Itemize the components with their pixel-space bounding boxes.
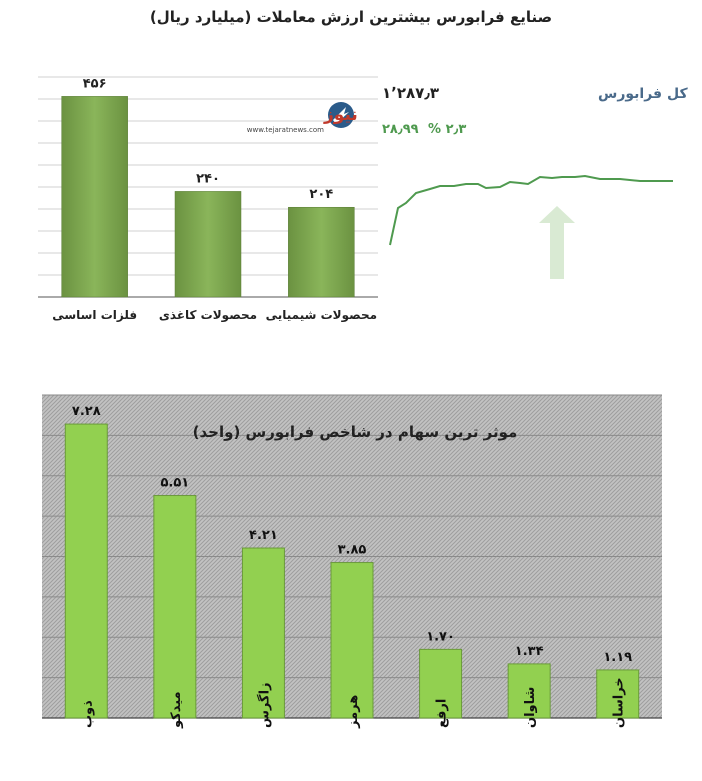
bottom-category-label-3: زاگرس <box>256 682 272 728</box>
bottom-bar-4 <box>330 562 374 719</box>
top-bar-1 <box>61 96 128 298</box>
bottom-value-label-7: ۱.۱۹ <box>603 650 632 665</box>
bottom-bar-3 <box>241 547 285 719</box>
top-category-label-3: محصولات شیمیایی <box>266 308 377 323</box>
bottom-category-label-2: میدکو <box>169 691 184 729</box>
bottom-category-label-5: ارفع <box>435 699 450 728</box>
top-bar-chart: ۴۵۶ فلزات اساسی ۲۴۰ محصولات کاغذی ۲۰۴ محصولات… <box>38 76 378 323</box>
bottom-value-label-2: ۵.۵۱ <box>160 476 189 491</box>
index-percent: ۲٫۳ % <box>428 122 467 137</box>
bottom-category-label-7: خراسان <box>612 677 627 728</box>
top-value-label-3: ۲۰۴ <box>309 187 333 202</box>
index-panel: کل فرابورس ۱٬۲۸۷٫۳ ۲٫۳ % ۲۸٫۹۹ <box>380 60 702 300</box>
top-value-label-2: ۲۴۰ <box>196 171 220 186</box>
bottom-bar-6 <box>507 663 551 719</box>
bottom-value-label-4: ۳.۸۵ <box>338 543 367 558</box>
bottom-bar-1 <box>64 423 108 719</box>
bottom-bar-chart: موثر ترین سهام در شاخص فرابورس (واحد) ۷.… <box>42 394 662 729</box>
index-change: ۲۸٫۹۹ <box>382 122 419 137</box>
bottom-value-label-5: ۱.۷۰ <box>426 629 455 644</box>
bottom-chart-title: موثر ترین سهام در شاخص فرابورس (واحد) <box>193 423 518 441</box>
bottom-value-label-6: ۱.۳۴ <box>515 644 544 659</box>
top-category-label-2: محصولات کاغذی <box>159 308 257 323</box>
top-bar-3 <box>288 206 355 298</box>
logo-url: www.tejaratnews.com <box>247 126 324 134</box>
bottom-category-label-1: ذوب <box>80 700 95 728</box>
index-line <box>389 174 673 246</box>
top-chart-title: صنایع فرابورس بیشترین ارزش معاملات (میلی… <box>149 8 553 26</box>
bottom-bar-2 <box>153 495 197 719</box>
bottom-category-label-6: شاوان <box>523 687 538 728</box>
index-value: ۱٬۲۸۷٫۳ <box>382 84 440 102</box>
bottom-value-label-3: ۴.۲۱ <box>249 528 278 543</box>
logo-name: تجارت نیوز <box>323 105 358 125</box>
top-value-label-1: ۴۵۶ <box>83 76 107 91</box>
index-line-chart <box>389 174 673 279</box>
top-bar-2 <box>174 191 242 298</box>
bottom-bar-5 <box>419 648 463 719</box>
top-category-label-1: فلزات اساسی <box>52 308 137 322</box>
index-name: کل فرابورس <box>598 86 688 102</box>
tejaratnews-logo: تجارت نیوز www.tejaratnews.com <box>228 98 416 136</box>
bottom-bar-7 <box>596 669 640 719</box>
bottom-category-label-4: هرمز <box>346 695 361 729</box>
up-arrow-icon <box>539 206 575 279</box>
bottom-value-label-1: ۷.۲۸ <box>72 404 101 419</box>
